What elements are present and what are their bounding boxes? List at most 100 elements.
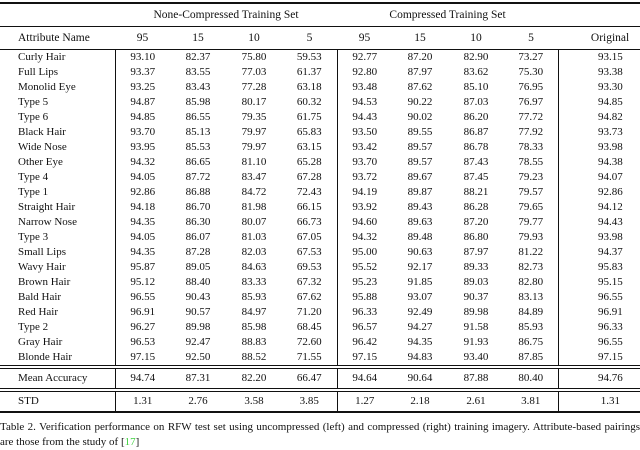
attribute-name-cell: Type 1 — [18, 185, 49, 198]
column-header: 95 — [136, 31, 149, 44]
table-row: Brown Hair 95.12 88.40 83.33 67.32 95.23 91.85… — [0, 274, 640, 290]
value-cell: 79.23 — [518, 170, 544, 183]
column-header: 5 — [528, 31, 534, 44]
value-cell: 94.12 — [557, 199, 640, 215]
value-cell: 94.32 — [114, 154, 170, 170]
value-cell: 96.55 — [557, 289, 640, 305]
table-caption: Table 2. Verification performance on RFW… — [0, 420, 640, 450]
citation-link[interactable]: 17 — [124, 435, 136, 448]
value-cell: 68.45 — [296, 320, 322, 333]
value-cell: 88.83 — [241, 335, 267, 348]
table-row: Red Hair 96.91 90.57 84.97 71.20 96.33 92.49 89… — [0, 304, 640, 320]
value-cell: 60.32 — [296, 95, 322, 108]
value-cell: 85.93 — [241, 290, 267, 303]
table-row: Type 4 94.05 87.72 83.47 67.28 93.72 89.67 87.4… — [0, 169, 640, 185]
value-cell: 86.30 — [185, 215, 211, 228]
attribute-name-cell: Curly Hair — [18, 50, 66, 63]
value-cell: 82.20 — [241, 371, 267, 384]
value-cell: 86.78 — [463, 140, 489, 153]
value-cell: 61.37 — [296, 65, 322, 78]
value-cell: 83.55 — [185, 65, 211, 78]
value-cell: 79.65 — [518, 200, 544, 213]
value-cell: 71.20 — [296, 305, 322, 318]
attribute-name-cell: Black Hair — [18, 125, 66, 138]
value-cell: 71.55 — [296, 350, 322, 363]
value-cell: 86.80 — [463, 230, 489, 243]
value-cell: 95.52 — [336, 259, 393, 275]
value-cell: 59.53 — [296, 50, 322, 63]
group-header-none-compressed: None-Compressed Training Set — [153, 8, 299, 21]
value-cell: 78.33 — [518, 140, 544, 153]
value-cell: 2.76 — [188, 394, 208, 407]
value-cell: 93.73 — [557, 124, 640, 140]
value-cell: 95.15 — [557, 274, 640, 290]
value-cell: 94.05 — [114, 169, 170, 185]
value-cell: 94.35 — [407, 335, 433, 348]
value-cell: 90.02 — [407, 110, 433, 123]
value-cell: 93.30 — [557, 79, 640, 95]
value-cell: 66.73 — [296, 215, 322, 228]
value-cell: 89.98 — [185, 320, 211, 333]
value-cell: 89.03 — [463, 275, 489, 288]
value-cell: 3.81 — [521, 394, 541, 407]
value-cell: 83.43 — [185, 80, 211, 93]
attribute-name-cell: STD — [18, 394, 39, 407]
value-cell: 91.58 — [463, 320, 489, 333]
value-cell: 87.85 — [518, 350, 544, 363]
attribute-name-cell: Wavy Hair — [18, 260, 66, 273]
value-cell: 94.43 — [336, 109, 393, 125]
value-cell: 87.28 — [185, 245, 211, 258]
table-row: Type 2 96.27 89.98 85.98 68.45 96.57 94.27 91.5… — [0, 319, 640, 335]
caption-text: Table 2. Verification performance on RFW… — [0, 420, 640, 448]
column-header: 10 — [470, 31, 482, 44]
value-cell: 3.85 — [299, 394, 319, 407]
value-cell: 93.72 — [336, 169, 393, 185]
value-cell: 95.88 — [336, 289, 393, 305]
value-cell: 89.98 — [463, 305, 489, 318]
value-cell: 88.40 — [185, 275, 211, 288]
value-cell: 86.20 — [463, 110, 489, 123]
value-cell: 93.38 — [557, 64, 640, 80]
value-cell: 94.38 — [557, 154, 640, 170]
value-cell: 96.91 — [557, 304, 640, 320]
value-cell: 92.86 — [557, 184, 640, 200]
value-cell: 93.10 — [114, 49, 170, 65]
value-cell: 93.25 — [114, 79, 170, 95]
value-cell: 79.77 — [518, 215, 544, 228]
value-cell: 77.72 — [518, 110, 544, 123]
value-cell: 95.00 — [336, 244, 393, 260]
value-cell: 81.10 — [241, 155, 267, 168]
attribute-name-cell: Bald Hair — [18, 290, 62, 303]
value-cell: 87.88 — [463, 371, 489, 384]
value-cell: 88.21 — [463, 185, 489, 198]
value-cell: 1.27 — [336, 389, 393, 412]
value-cell: 79.93 — [518, 230, 544, 243]
value-cell: 96.33 — [336, 304, 393, 320]
value-cell: 65.28 — [296, 155, 322, 168]
value-cell: 80.17 — [241, 95, 267, 108]
value-cell: 85.93 — [518, 320, 544, 333]
value-cell: 67.32 — [296, 275, 322, 288]
value-cell: 84.89 — [518, 305, 544, 318]
value-cell: 93.07 — [407, 290, 433, 303]
value-cell: 93.98 — [557, 229, 640, 245]
value-cell: 94.35 — [114, 214, 170, 230]
value-cell: 96.55 — [557, 334, 640, 350]
group-header-spacer — [0, 3, 115, 26]
value-cell: 80.07 — [241, 215, 267, 228]
value-cell: 84.63 — [241, 260, 267, 273]
table-row: Curly Hair 93.10 82.37 75.80 59.53 92.77 87.20… — [0, 49, 640, 65]
table-row: STD 1.31 2.76 3.58 3.85 1.27 2.18 2.61 3.81 1.31 — [0, 389, 640, 412]
attribute-name-cell: Narrow Nose — [18, 215, 77, 228]
attribute-name-cell: Wide Nose — [18, 140, 67, 153]
column-header-original: Original — [590, 31, 630, 44]
table-row: Full Lips 93.37 83.55 77.03 61.37 92.80 87.97 8… — [0, 64, 640, 80]
value-cell: 82.90 — [463, 50, 489, 63]
value-cell: 87.31 — [185, 371, 211, 384]
value-cell: 75.30 — [518, 65, 544, 78]
value-cell: 92.50 — [185, 350, 211, 363]
column-header: 95 — [358, 31, 371, 44]
value-cell: 90.37 — [463, 290, 489, 303]
value-cell: 81.98 — [241, 200, 267, 213]
value-cell: 77.28 — [241, 80, 267, 93]
